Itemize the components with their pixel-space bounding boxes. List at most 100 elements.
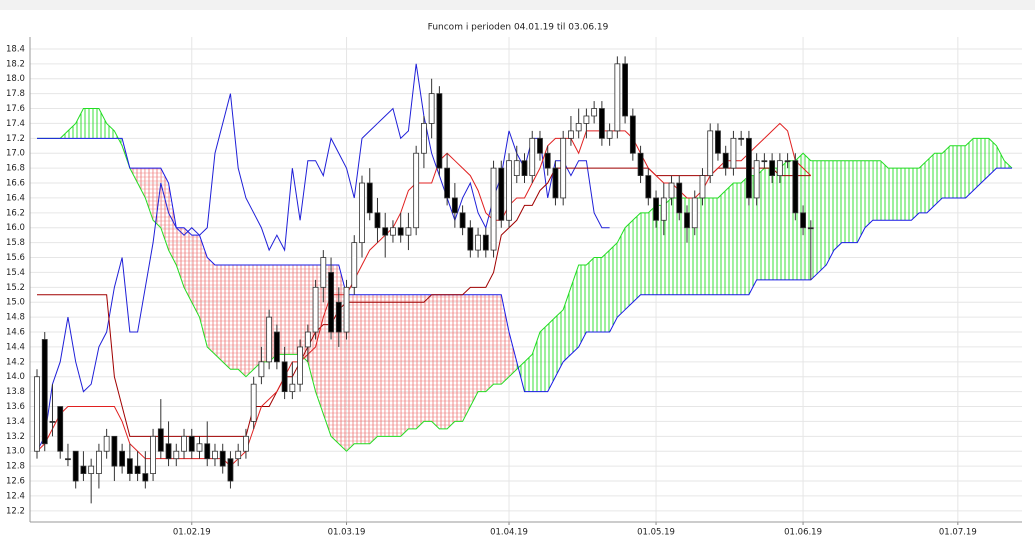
y-tick-label: 14.0 [6, 372, 25, 382]
candle-body [289, 383, 296, 393]
candle-body [258, 361, 265, 378]
candle-body [746, 137, 752, 199]
candle-body [676, 182, 683, 214]
candle-body [575, 123, 582, 132]
cloud-segment [191, 235, 200, 318]
cloud-segment [609, 242, 618, 333]
candle-body [428, 93, 435, 124]
candle-body [707, 130, 714, 176]
candle-body [366, 182, 373, 214]
cloud-segment [67, 123, 76, 139]
cloud-segment [106, 123, 115, 139]
cloud-segment [98, 108, 107, 139]
cloud-segment [493, 294, 502, 385]
y-tick-label: 12.6 [6, 477, 25, 487]
candle-body [57, 406, 64, 452]
candle-body [204, 443, 211, 460]
candle-body [405, 227, 412, 236]
chikou-line [36, 63, 610, 452]
cloud-segment [717, 190, 726, 295]
candle-body [212, 450, 218, 460]
cloud-segment [392, 294, 401, 437]
candle-body [142, 473, 149, 482]
cloud-segment [454, 294, 463, 422]
cloud-segment [725, 183, 734, 295]
cloud-segment [594, 257, 602, 333]
cloud-segment [184, 227, 192, 303]
cloud-segment [230, 264, 239, 370]
candle-body [111, 435, 118, 467]
cloud-segment [207, 257, 215, 355]
candle-body [699, 175, 706, 199]
cloud-segment [926, 153, 935, 213]
candle-body [328, 272, 334, 333]
candle-body [761, 160, 768, 163]
y-tick-label: 16.6 [6, 179, 25, 189]
candle-body [235, 450, 242, 460]
cloud-segment [586, 257, 595, 333]
y-tick-label: 17.6 [6, 104, 25, 114]
cloud-segment [810, 160, 819, 280]
candle-body [560, 137, 567, 199]
candle-body [397, 227, 404, 236]
cloud-segment [710, 197, 718, 295]
x-tick-label: 01.06.19 [784, 528, 822, 537]
candle-body [444, 167, 451, 199]
cloud-segment [903, 168, 912, 221]
cloud-segment [570, 264, 579, 355]
y-tick-label: 17.0 [6, 149, 25, 159]
candle-body [343, 286, 350, 333]
y-tick-label: 13.6 [6, 402, 25, 412]
cloud-segment [547, 317, 556, 392]
candle-body [591, 108, 598, 117]
cloud-segment [965, 138, 974, 198]
cloud-segment [888, 168, 896, 221]
candle-body [41, 339, 48, 445]
candle-body [351, 242, 358, 288]
candle-body [753, 160, 760, 199]
candle-body [250, 383, 257, 422]
candle-body [320, 257, 327, 288]
cloud-segment [75, 108, 84, 139]
cloud-segment [942, 145, 951, 198]
candle-body [134, 465, 141, 474]
candle-body [513, 160, 520, 176]
cloud-segment [864, 160, 873, 228]
y-tick-label: 18.2 [6, 59, 25, 69]
cloud-segment [555, 309, 564, 377]
y-tick-label: 16.0 [6, 223, 25, 233]
candle-body [784, 160, 791, 163]
y-tick-label: 17.8 [6, 89, 25, 99]
chart-title: Funcom i perioden 04.01.19 til 03.06.19 [428, 23, 609, 33]
candle-body [637, 152, 644, 176]
candle-body [126, 458, 133, 474]
candle-body [684, 212, 690, 229]
candle-body [606, 130, 613, 139]
cloud-segment [447, 294, 455, 429]
cloud-segment [485, 294, 494, 392]
candle-body [537, 137, 543, 154]
cloud-segment [346, 294, 355, 452]
candle-body [188, 435, 195, 452]
cloud-segment [400, 294, 409, 437]
candle-body [150, 435, 156, 474]
y-tick-label: 13.2 [6, 432, 25, 442]
y-tick-label: 13.4 [6, 417, 25, 427]
y-tick-label: 14.8 [6, 313, 25, 323]
candle-body [475, 234, 481, 251]
cloud-segment [834, 160, 842, 251]
cloud-segment [199, 235, 208, 347]
candle-body [304, 331, 311, 348]
y-tick-label: 17.4 [6, 119, 25, 129]
cloud-segment [764, 168, 773, 280]
y-tick-label: 16.8 [6, 164, 25, 174]
cloud-segment [153, 168, 161, 228]
cloud-segment [741, 175, 749, 295]
cloud-segment [501, 294, 510, 385]
cloud-segment [238, 264, 246, 377]
candle-body [65, 458, 71, 461]
cloud-segment [91, 108, 99, 139]
y-tick-label: 16.4 [6, 193, 25, 203]
candle-body [521, 160, 528, 176]
cloud-segment [803, 153, 811, 280]
